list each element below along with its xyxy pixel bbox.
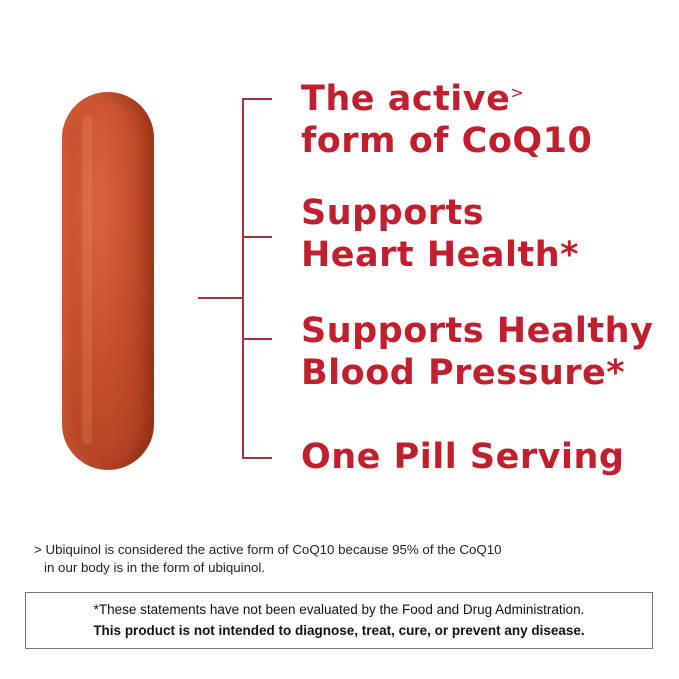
claim-text: The active xyxy=(301,79,511,119)
claim-one-pill: One Pill Serving xyxy=(301,436,624,478)
footnote: > Ubiquinol is considered the active for… xyxy=(34,541,502,577)
bracket-tick xyxy=(242,98,272,100)
bracket-stem xyxy=(198,297,242,299)
footnote-marker: > xyxy=(510,83,525,102)
claim-text: One Pill Serving xyxy=(301,437,625,477)
pill-highlight xyxy=(82,115,92,445)
bracket-spine xyxy=(242,98,244,458)
bracket-tick xyxy=(242,457,272,459)
claim-text: Supports Healthy xyxy=(301,311,654,351)
bracket-tick xyxy=(242,338,272,340)
disclaimer-line: This product is not intended to diagnose… xyxy=(93,623,585,638)
claim-text: Blood Pressure* xyxy=(301,353,626,393)
claim-text: Heart Health* xyxy=(301,235,579,275)
claim-blood-pressure: Supports Healthy Blood Pressure* xyxy=(301,310,653,394)
bracket-tick xyxy=(242,236,272,238)
footnote-marker: > xyxy=(34,542,42,557)
claim-text: Supports xyxy=(301,193,485,233)
softgel-pill-image xyxy=(62,92,154,470)
claim-heart-health: Supports Heart Health* xyxy=(301,192,579,276)
claim-text: form of CoQ10 xyxy=(301,121,593,161)
footnote-line: in our body is in the form of ubiquinol. xyxy=(44,560,266,575)
fda-disclaimer-box: *These statements have not been evaluate… xyxy=(25,592,653,649)
footnote-line: Ubiquinol is considered the active form … xyxy=(45,542,502,557)
claim-active-form: The active> form of CoQ10 xyxy=(301,78,592,162)
disclaimer-line: *These statements have not been evaluate… xyxy=(93,602,585,617)
